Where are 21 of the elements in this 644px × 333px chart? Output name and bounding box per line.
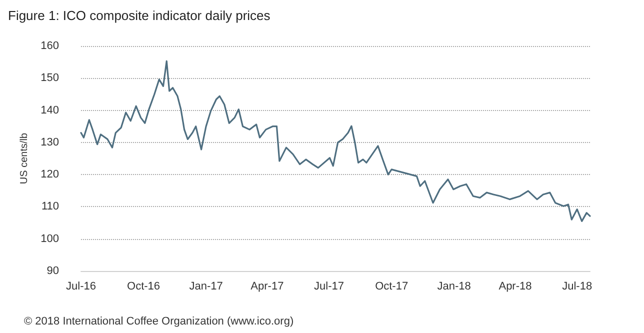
text: © 2018 International Coffee Organization (www.ico.org) <box>24 316 294 328</box>
y-tick-label: 160 <box>40 40 59 52</box>
y-tick-label: 100 <box>40 232 59 245</box>
y-axis-title: US cents/lb <box>19 132 30 184</box>
x-tick-label: Oct-16 <box>127 280 160 292</box>
y-tick-label: 130 <box>40 136 59 148</box>
x-tick-label: Jul-17 <box>314 280 344 292</box>
line-series <box>80 60 591 222</box>
y-tick-label: 90 <box>46 265 59 277</box>
x-tick-label: Apr-17 <box>250 280 284 292</box>
y-tick-label: 150 <box>40 72 59 84</box>
y-tick-label: 140 <box>40 104 59 116</box>
chart-title: Figure 1: ICO composite indicator daily prices <box>8 8 271 23</box>
x-tick-label: Jan-17 <box>189 280 223 292</box>
x-tick-label: Oct-17 <box>375 280 408 292</box>
x-tick-label: Apr-18 <box>498 280 532 292</box>
y-tick-label: 110 <box>41 200 59 213</box>
x-tick-label: Jul-18 <box>562 280 592 292</box>
x-tick-label: Jul-16 <box>66 280 96 292</box>
x-tick-label: Jan-18 <box>437 280 471 292</box>
y-tick-label: 120 <box>40 168 59 181</box>
